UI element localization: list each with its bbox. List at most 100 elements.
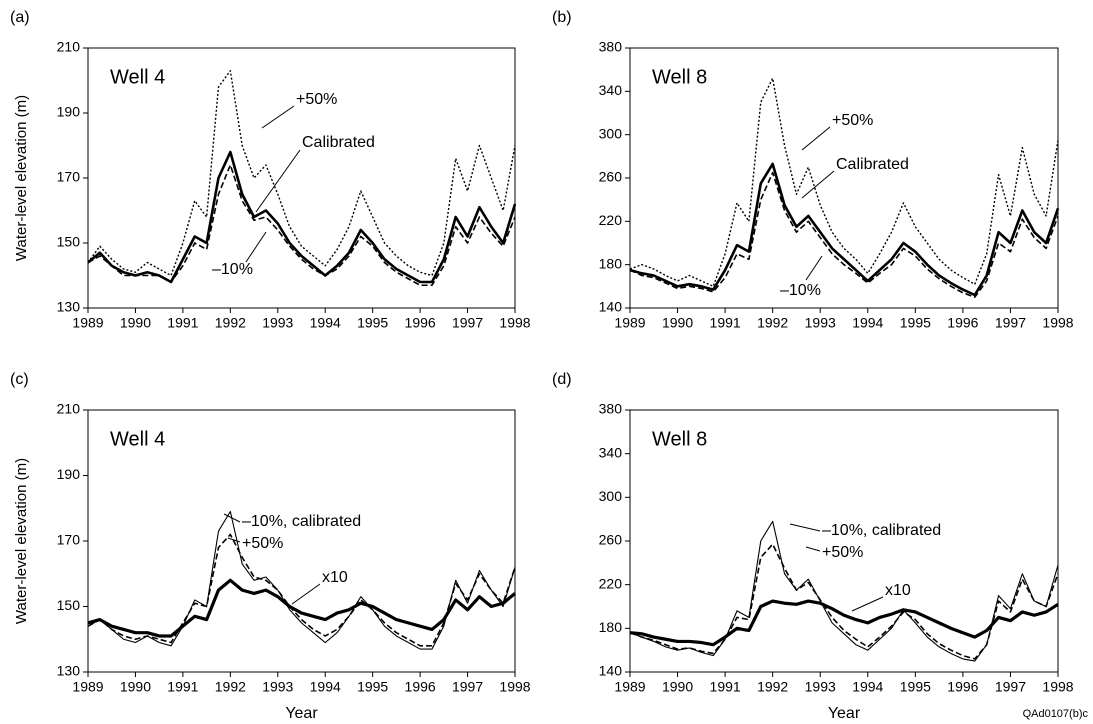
x-tick-label: 1997 <box>995 679 1026 695</box>
series-line <box>87 510 516 650</box>
x-tick-label: 1990 <box>120 315 151 331</box>
annotation-leader <box>261 105 295 129</box>
x-tick-label: 1991 <box>167 679 198 695</box>
well-title: Well 8 <box>652 428 707 450</box>
y-axis-label: Water-level elevation (m) <box>13 95 30 261</box>
annotation-leader <box>805 255 823 281</box>
y-axis-label: Water-level elevation (m) <box>13 458 30 624</box>
x-tick-label: 1993 <box>262 679 293 695</box>
y-tick-label: 150 <box>57 597 81 613</box>
series-annotation: +50% <box>822 544 863 561</box>
series-annotation: x10 <box>885 582 911 599</box>
series-line <box>629 543 1059 660</box>
x-tick-label: 1992 <box>757 679 788 695</box>
x-tick-label: 1989 <box>72 315 103 331</box>
y-tick-label: 150 <box>57 234 81 250</box>
annotation-leader <box>223 513 241 523</box>
x-tick-label: 1992 <box>757 315 788 331</box>
well-title: Well 4 <box>110 428 165 450</box>
series-annotation: –10%, calibrated <box>242 513 361 530</box>
x-tick-label: 1994 <box>310 315 341 331</box>
y-tick-label: 300 <box>599 488 623 504</box>
series-line <box>629 77 1059 288</box>
x-tick-label: 1995 <box>900 679 931 695</box>
x-tick-label: 1995 <box>357 315 388 331</box>
y-tick-label: 300 <box>599 125 623 141</box>
x-tick-label: 1989 <box>614 679 645 695</box>
series-annotation: +50% <box>296 91 337 108</box>
x-tick-label: 1995 <box>900 315 931 331</box>
x-tick-label: 1990 <box>662 315 693 331</box>
x-tick-label: 1996 <box>405 679 436 695</box>
x-tick-label: 1998 <box>499 679 530 695</box>
annotation-leader <box>255 149 301 213</box>
series-annotation: x10 <box>322 569 348 586</box>
annotation-leader <box>227 537 241 543</box>
y-tick-label: 130 <box>57 299 81 315</box>
x-tick-label: 1998 <box>1042 679 1073 695</box>
annotation-leader <box>805 546 821 552</box>
annotation-leader <box>801 170 835 199</box>
series-line <box>629 171 1059 298</box>
series-annotation: +50% <box>242 535 283 552</box>
annotation-leader <box>851 596 884 612</box>
x-tick-label: 1994 <box>852 315 883 331</box>
series-annotation: +50% <box>832 112 873 129</box>
x-tick-label: 1990 <box>662 679 693 695</box>
x-tick-label: 1991 <box>167 315 198 331</box>
series-annotation: Calibrated <box>302 134 375 151</box>
x-axis-label: Year <box>285 705 318 722</box>
y-tick-label: 260 <box>599 169 623 185</box>
panel-label: (c) <box>10 371 29 388</box>
series-line <box>87 164 516 287</box>
y-tick-label: 170 <box>57 532 81 548</box>
y-tick-label: 190 <box>57 104 81 120</box>
x-tick-label: 1993 <box>805 315 836 331</box>
series-line <box>629 162 1060 297</box>
figure-code: QAd0107(b)c <box>1023 708 1089 720</box>
panel-label: (b) <box>552 9 572 26</box>
x-tick-label: 1991 <box>710 315 741 331</box>
x-tick-label: 1994 <box>310 679 341 695</box>
y-tick-label: 140 <box>599 299 623 315</box>
series-annotation: –10%, calibrated <box>822 522 941 539</box>
y-tick-label: 380 <box>599 401 623 417</box>
x-tick-label: 1990 <box>120 679 151 695</box>
x-tick-label: 1997 <box>452 315 483 331</box>
annotation-leader <box>291 583 321 605</box>
x-tick-label: 1998 <box>499 315 530 331</box>
series-annotation: Calibrated <box>836 156 909 173</box>
x-tick-label: 1998 <box>1042 315 1073 331</box>
y-tick-label: 180 <box>599 619 623 635</box>
x-axis-label: Year <box>828 705 861 722</box>
y-tick-label: 210 <box>57 39 81 55</box>
y-tick-label: 210 <box>57 401 81 417</box>
series-annotation: –10% <box>780 282 821 299</box>
panel-label: (a) <box>10 9 30 26</box>
x-tick-label: 1997 <box>995 315 1026 331</box>
series-line <box>629 599 1059 647</box>
y-tick-label: 170 <box>57 169 81 185</box>
y-tick-label: 380 <box>599 39 623 55</box>
y-tick-label: 220 <box>599 212 623 228</box>
x-tick-label: 1996 <box>947 315 978 331</box>
x-tick-label: 1991 <box>710 679 741 695</box>
y-tick-label: 130 <box>57 663 81 679</box>
annotation-leader <box>245 231 267 263</box>
y-tick-label: 260 <box>599 532 623 548</box>
series-line <box>629 520 1059 662</box>
series-line <box>87 150 517 284</box>
well-title: Well 8 <box>652 66 707 88</box>
x-tick-label: 1996 <box>405 315 436 331</box>
x-tick-label: 1989 <box>72 679 103 695</box>
x-tick-label: 1996 <box>947 679 978 695</box>
series-line <box>87 578 517 638</box>
panel-label: (d) <box>552 371 572 388</box>
y-tick-label: 180 <box>599 255 623 271</box>
x-tick-label: 1995 <box>357 679 388 695</box>
y-tick-label: 220 <box>599 575 623 591</box>
annotation-leader <box>801 126 831 151</box>
x-tick-label: 1992 <box>215 315 246 331</box>
annotation-leader <box>789 523 821 532</box>
